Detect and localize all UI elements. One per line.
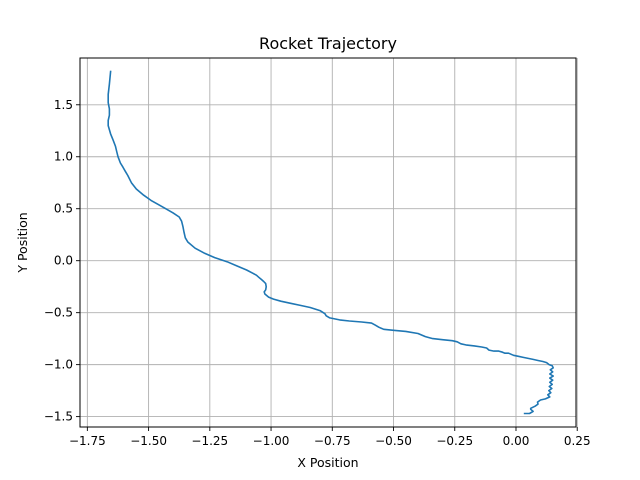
x-axis-ticks: −1.75 −1.50 −1.25 −1.00 −0.75 −0.50 −0.25 0.00 0… bbox=[69, 427, 591, 448]
y-axis-ticks: −1.5 −1.0 −0.5 0.0 0.5 1.0 1.5 bbox=[44, 98, 80, 424]
y-tick-label: 1.0 bbox=[54, 150, 73, 164]
x-tick-label: −1.50 bbox=[130, 434, 167, 448]
y-tick-label: 0.0 bbox=[54, 254, 73, 268]
y-tick-label: 0.5 bbox=[54, 202, 73, 216]
chart-title: Rocket Trajectory bbox=[259, 34, 397, 53]
y-tick-label: −0.5 bbox=[44, 306, 73, 320]
y-tick-label: −1.0 bbox=[44, 358, 73, 372]
x-tick-label: −0.75 bbox=[314, 434, 351, 448]
x-tick-label: −1.75 bbox=[69, 434, 106, 448]
x-tick-label: −1.00 bbox=[253, 434, 290, 448]
axes-frame bbox=[79, 57, 577, 428]
x-tick-label: −1.25 bbox=[191, 434, 228, 448]
x-tick-label: 0.00 bbox=[503, 434, 530, 448]
x-tick-label: −0.50 bbox=[375, 434, 412, 448]
grid bbox=[80, 58, 578, 427]
x-tick-label: 0.25 bbox=[564, 434, 591, 448]
x-axis-label: X Position bbox=[297, 455, 358, 470]
y-axis-label: Y Position bbox=[15, 212, 30, 273]
trajectory-line bbox=[107, 70, 554, 415]
y-tick-label: 1.5 bbox=[54, 98, 73, 112]
plot-area bbox=[107, 70, 554, 415]
y-tick-label: −1.5 bbox=[44, 410, 73, 424]
x-tick-label: −0.25 bbox=[436, 434, 473, 448]
